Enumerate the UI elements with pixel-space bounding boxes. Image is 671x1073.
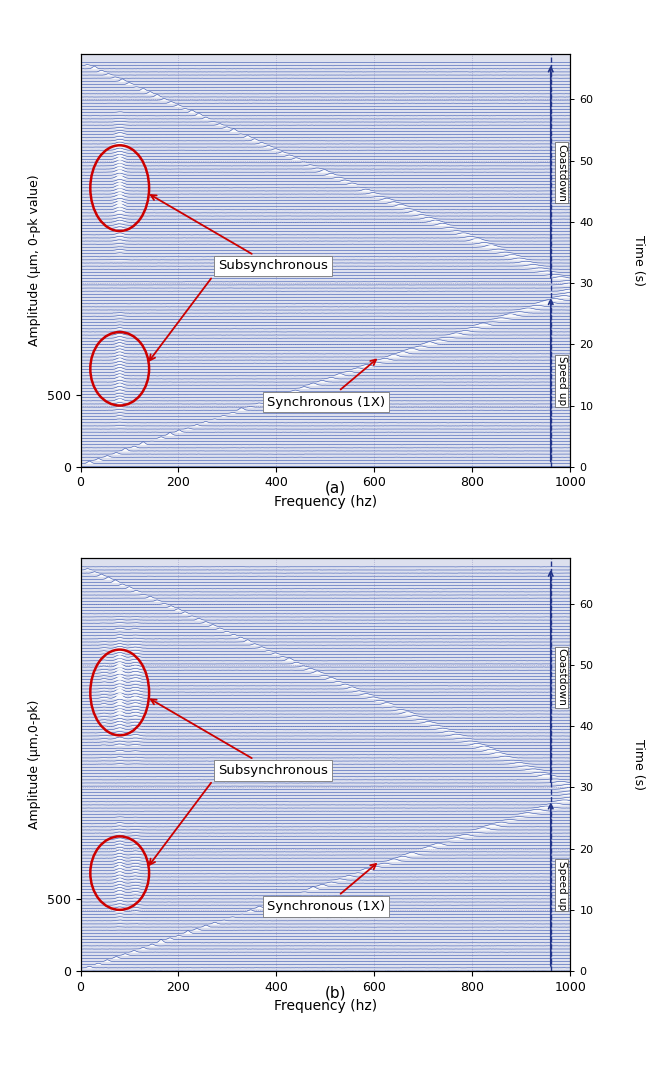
Text: Synchronous (1X): Synchronous (1X): [266, 359, 384, 409]
Text: Synchronous (1X): Synchronous (1X): [266, 864, 384, 913]
Y-axis label: Amplitude (μm,0-pk): Amplitude (μm,0-pk): [28, 700, 41, 829]
X-axis label: Frequency (hz): Frequency (hz): [274, 495, 377, 509]
Text: Subsynchronous: Subsynchronous: [151, 195, 327, 273]
Text: Subsynchronous: Subsynchronous: [151, 700, 327, 777]
Y-axis label: Time (s): Time (s): [632, 235, 646, 285]
X-axis label: Frequency (hz): Frequency (hz): [274, 999, 377, 1013]
Y-axis label: Time (s): Time (s): [632, 739, 646, 790]
Y-axis label: Amplitude (μm, 0-pk value): Amplitude (μm, 0-pk value): [28, 175, 41, 346]
Text: Coastdown: Coastdown: [557, 144, 566, 202]
Text: Speed up: Speed up: [557, 861, 566, 910]
Text: Coastdown: Coastdown: [557, 648, 566, 706]
Text: (a): (a): [325, 481, 346, 496]
Text: (b): (b): [325, 985, 346, 1000]
Text: Speed up: Speed up: [557, 356, 566, 406]
